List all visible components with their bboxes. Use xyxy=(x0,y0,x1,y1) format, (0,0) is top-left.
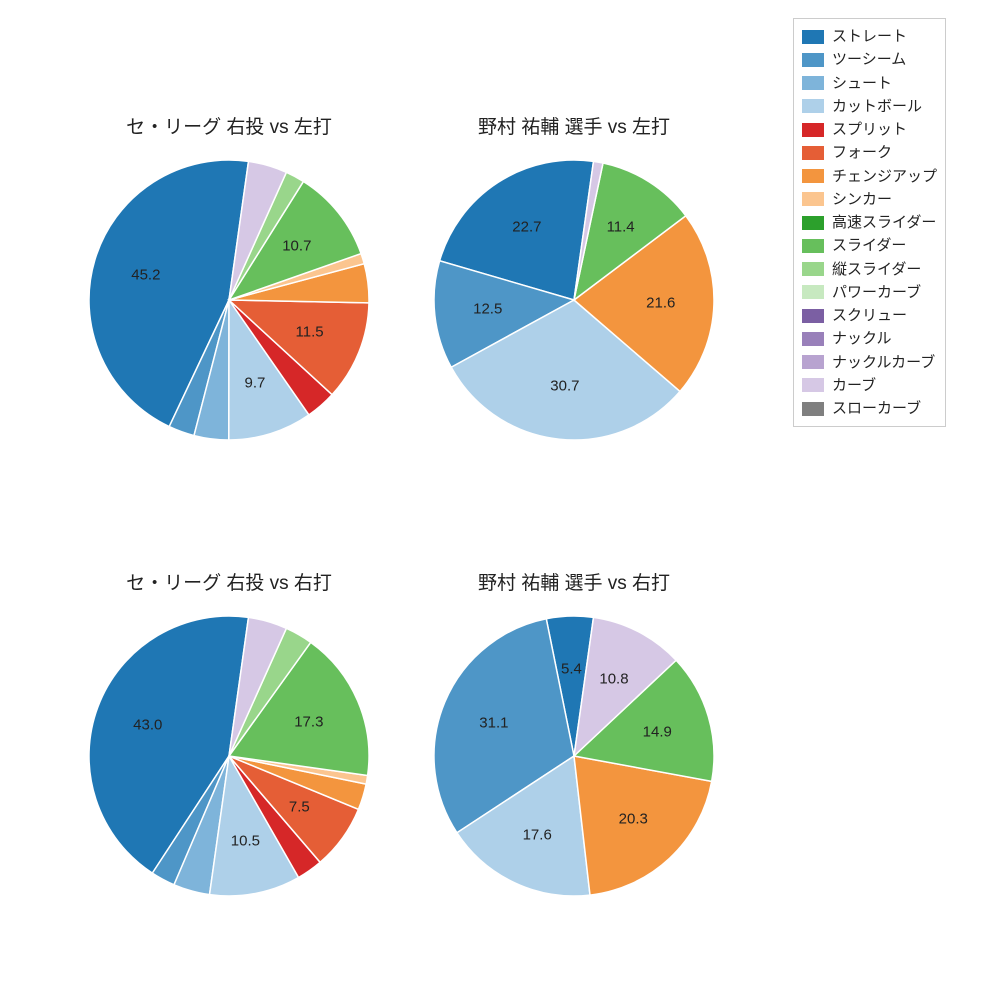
legend-label: スプリット xyxy=(832,118,907,141)
pie-wrap: 5.431.117.620.314.910.8 xyxy=(434,616,714,896)
legend-label: スローカーブ xyxy=(832,397,921,420)
pie-wrap: 45.29.711.510.7 xyxy=(89,160,369,440)
legend-item-twoseam: ツーシーム xyxy=(802,48,937,71)
legend-swatch xyxy=(802,146,824,160)
legend-label: ナックル xyxy=(832,327,892,350)
pie-wrap: 22.712.530.721.611.4 xyxy=(434,160,714,440)
legend-swatch xyxy=(802,378,824,392)
legend-item-changeup: チェンジアップ xyxy=(802,165,937,188)
legend-swatch xyxy=(802,239,824,253)
legend-item-slowcurve: スローカーブ xyxy=(802,397,937,420)
legend-item-fastslider: 高速スライダー xyxy=(802,211,937,234)
pie-nomura-vs-right: 野村 祐輔 選手 vs 右打 5.431.117.620.314.910.8 xyxy=(434,616,714,896)
pie-wrap: 43.010.57.517.3 xyxy=(89,616,369,896)
chart-title: 野村 祐輔 選手 vs 左打 xyxy=(434,112,714,139)
chart-title: セ・リーグ 右投 vs 右打 xyxy=(89,568,369,595)
legend-label: シュート xyxy=(832,72,892,95)
chart-title: 野村 祐輔 選手 vs 右打 xyxy=(434,568,714,595)
legend-label: スライダー xyxy=(832,234,906,257)
legend-label: シンカー xyxy=(832,188,892,211)
pie-cl-right-vs-left: セ・リーグ 右投 vs 左打 45.29.711.510.7 xyxy=(89,160,369,440)
figure: { "figure": { "width": 1000, "height": 1… xyxy=(0,0,1000,1000)
legend-swatch xyxy=(802,30,824,44)
legend-item-screw: スクリュー xyxy=(802,304,937,327)
legend-swatch xyxy=(802,99,824,113)
legend-label: スクリュー xyxy=(832,304,907,327)
legend-item-split: スプリット xyxy=(802,118,937,141)
legend-item-sinker: シンカー xyxy=(802,188,937,211)
legend-swatch xyxy=(802,216,824,230)
legend-swatch xyxy=(802,123,824,137)
legend-label: ストレート xyxy=(832,25,907,48)
legend-swatch xyxy=(802,332,824,346)
legend-item-shoot: シュート xyxy=(802,72,937,95)
legend-label: 縦スライダー xyxy=(832,258,921,281)
legend-item-knuckle: ナックル xyxy=(802,327,937,350)
legend-swatch xyxy=(802,169,824,183)
legend-swatch xyxy=(802,262,824,276)
legend-item-slider: スライダー xyxy=(802,234,937,257)
pie-nomura-vs-left: 野村 祐輔 選手 vs 左打 22.712.530.721.611.4 xyxy=(434,160,714,440)
legend-label: ツーシーム xyxy=(832,48,906,71)
legend-label: チェンジアップ xyxy=(832,165,937,188)
legend-item-fork: フォーク xyxy=(802,141,937,164)
legend-item-powercurve: パワーカーブ xyxy=(802,281,937,304)
legend-swatch xyxy=(802,402,824,416)
legend-item-vslider: 縦スライダー xyxy=(802,258,937,281)
legend-label: カーブ xyxy=(832,374,876,397)
legend-swatch xyxy=(802,53,824,67)
pie-cl-right-vs-right: セ・リーグ 右投 vs 右打 43.010.57.517.3 xyxy=(89,616,369,896)
pie-svg xyxy=(89,616,369,896)
legend-swatch xyxy=(802,192,824,206)
legend-item-cutball: カットボール xyxy=(802,95,937,118)
pie-svg xyxy=(434,160,714,440)
pie-svg xyxy=(434,616,714,896)
chart-title: セ・リーグ 右投 vs 左打 xyxy=(89,112,369,139)
legend-label: 高速スライダー xyxy=(832,211,936,234)
legend-item-straight: ストレート xyxy=(802,25,937,48)
legend-item-curve: カーブ xyxy=(802,374,937,397)
legend-swatch xyxy=(802,355,824,369)
legend-item-knucklecurve: ナックルカーブ xyxy=(802,351,937,374)
pie-svg xyxy=(89,160,369,440)
legend-swatch xyxy=(802,285,824,299)
legend: ストレートツーシームシュートカットボールスプリットフォークチェンジアップシンカー… xyxy=(793,18,946,427)
legend-label: フォーク xyxy=(832,141,892,164)
legend-label: パワーカーブ xyxy=(832,281,921,304)
legend-label: カットボール xyxy=(832,95,922,118)
legend-swatch xyxy=(802,76,824,90)
legend-swatch xyxy=(802,309,824,323)
legend-label: ナックルカーブ xyxy=(832,351,935,374)
